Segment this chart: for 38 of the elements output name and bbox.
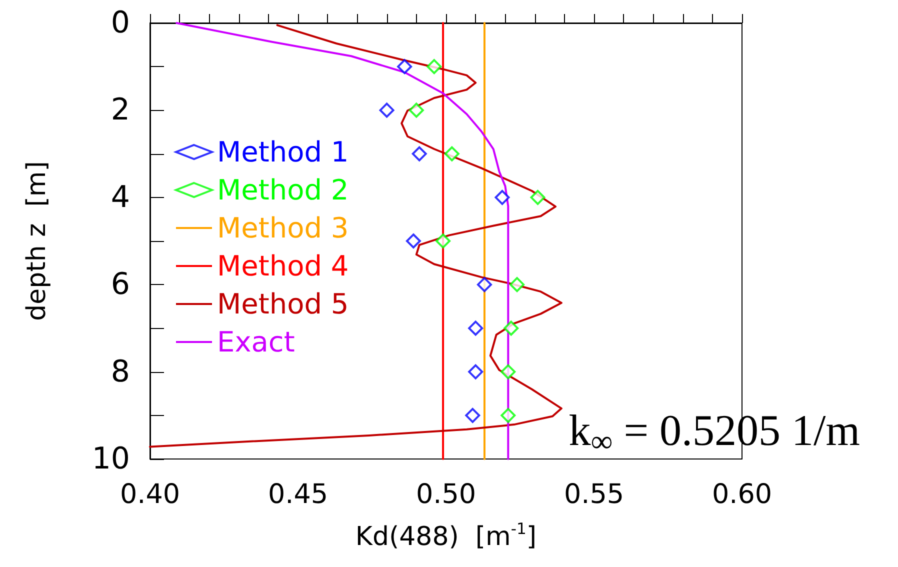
legend-label: Method 5 xyxy=(217,288,349,320)
point xyxy=(500,408,516,423)
line-series xyxy=(149,24,562,448)
point xyxy=(504,320,519,336)
y-axis-title: depth z [m] xyxy=(22,161,52,321)
x-tick-label: 0.60 xyxy=(712,479,772,510)
point xyxy=(408,102,424,118)
point xyxy=(465,408,480,423)
point xyxy=(468,320,484,336)
point xyxy=(379,102,394,118)
point xyxy=(530,190,546,205)
y-tick-label: 10 xyxy=(92,442,130,476)
point xyxy=(412,146,427,162)
x-tick-label: 0.40 xyxy=(120,479,180,510)
point xyxy=(476,277,492,292)
x-tick-label: 0.55 xyxy=(564,479,624,510)
legend-label: Method 1 xyxy=(217,136,349,168)
point xyxy=(436,234,451,248)
point xyxy=(426,59,442,74)
line-series xyxy=(176,22,510,460)
legend-label: Exact xyxy=(217,326,295,358)
point xyxy=(444,146,460,162)
point xyxy=(494,190,510,205)
point xyxy=(510,277,525,292)
y-tick-label: 0 xyxy=(110,6,130,40)
legend-label: Method 3 xyxy=(217,212,349,244)
x-tick-label: 0.45 xyxy=(268,479,328,510)
point xyxy=(406,234,421,248)
legend-label: Method 2 xyxy=(217,174,349,206)
legend-label: Method 4 xyxy=(217,250,349,282)
y-tick-label: 8 xyxy=(110,354,130,390)
y-tick-label: 6 xyxy=(110,267,130,302)
y-tick-label: 2 xyxy=(110,92,130,128)
point xyxy=(468,364,484,380)
y-tick-label: 4 xyxy=(110,180,130,215)
point xyxy=(397,59,412,74)
x-tick-label: 0.50 xyxy=(416,479,476,510)
point xyxy=(500,364,516,380)
